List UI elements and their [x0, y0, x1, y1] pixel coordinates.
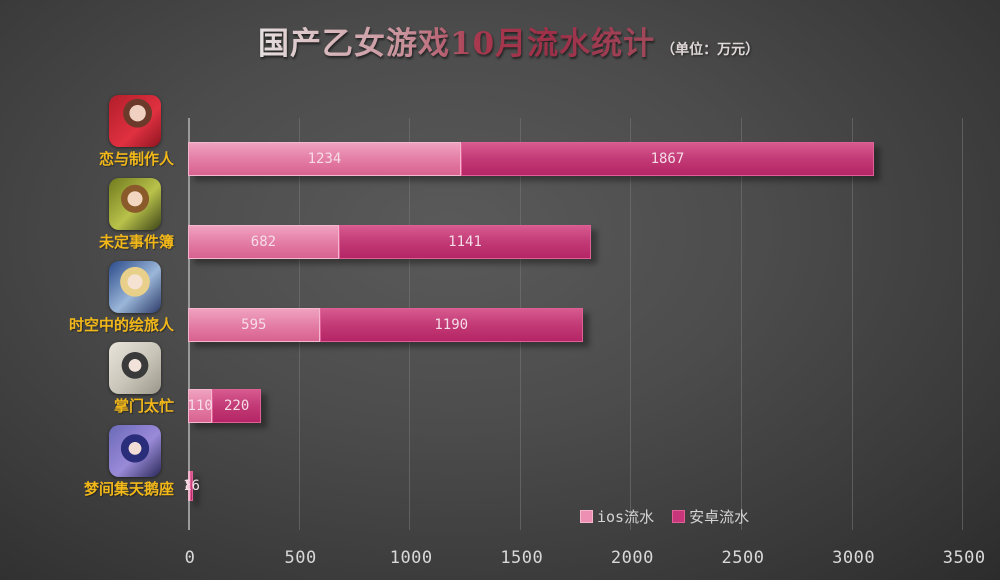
legend-swatch-android — [672, 510, 686, 523]
bar-segment-android[interactable]: 1867 — [460, 142, 874, 176]
x-tick-label: 1500 — [500, 548, 544, 568]
bar-value-ios: 682 — [250, 234, 277, 250]
legend: ios流水 安卓流水 — [580, 506, 749, 527]
bar-segment-ios[interactable]: 1234 — [188, 142, 461, 176]
game-icon-lianyuzhizuoren — [109, 95, 161, 147]
bar-value-android: 1190 — [434, 317, 469, 333]
legend-item-android[interactable]: 安卓流水 — [672, 506, 749, 527]
x-tick-label: 2000 — [610, 548, 654, 568]
x-tick-label: 3500 — [942, 548, 986, 568]
x-tick-label: 0 — [184, 548, 196, 568]
bar-shadow — [194, 476, 200, 506]
bar-value-ios: 595 — [241, 317, 267, 333]
legend-label-android: 安卓流水 — [689, 508, 750, 526]
category-label: 恋与制作人 — [98, 150, 174, 168]
game-icon-mengjianjitianezuo — [109, 425, 161, 477]
x-tick-label: 2500 — [721, 548, 765, 568]
chart-title-unit: （单位：万元） — [661, 42, 760, 58]
gridline — [851, 118, 853, 530]
legend-swatch-ios — [580, 510, 593, 523]
legend-item-ios[interactable]: ios流水 — [580, 506, 654, 527]
bar-value-android: 1867 — [650, 151, 685, 167]
bar-segment-ios[interactable]: 595 — [188, 308, 320, 342]
bar-segment-android[interactable]: 16 — [183, 471, 200, 501]
category-label: 梦间集天鹅座 — [83, 480, 174, 498]
legend-label-ios: ios流水 — [597, 508, 655, 526]
category-label: 未定事件簿 — [98, 233, 174, 251]
bar-segment-ios[interactable]: 682 — [188, 225, 339, 259]
x-tick-label: 3000 — [832, 548, 876, 568]
chart-title: 国产乙女游戏10月流水统计 （单位：万元） — [258, 18, 759, 62]
bar-segment-android[interactable]: 1141 — [338, 225, 592, 259]
x-tick-label: 1000 — [389, 548, 433, 568]
bar-value-android: 1141 — [448, 234, 482, 250]
gridline — [630, 118, 632, 530]
bar-segment-android[interactable]: 220 — [212, 389, 261, 423]
bar-value-ios: 1234 — [307, 151, 342, 167]
game-icon-weidingshijianbu — [109, 178, 161, 230]
gridline — [962, 118, 964, 530]
bar-value-ios: 8 — [185, 478, 193, 494]
bar-value-ios: 110 — [187, 398, 213, 414]
bar-value-android: 220 — [224, 398, 250, 414]
category-label: 时空中的绘旅人 — [68, 316, 174, 334]
game-icon-shikongzhongdehuilvren — [109, 261, 161, 313]
x-tick-label: 500 — [284, 548, 317, 568]
game-icon-zhangmentaimang — [109, 342, 161, 394]
bar-segment-ios[interactable]: 8 — [185, 471, 193, 501]
bar-segment-ios[interactable]: 110 — [187, 389, 213, 423]
bar-value-android: 16 — [183, 478, 200, 494]
chart-title-main: 国产乙女游戏10月流水统计 — [258, 18, 655, 63]
bar-segment-android[interactable]: 1190 — [319, 308, 583, 342]
category-label: 掌门太忙 — [113, 397, 174, 415]
gridline — [741, 118, 742, 530]
